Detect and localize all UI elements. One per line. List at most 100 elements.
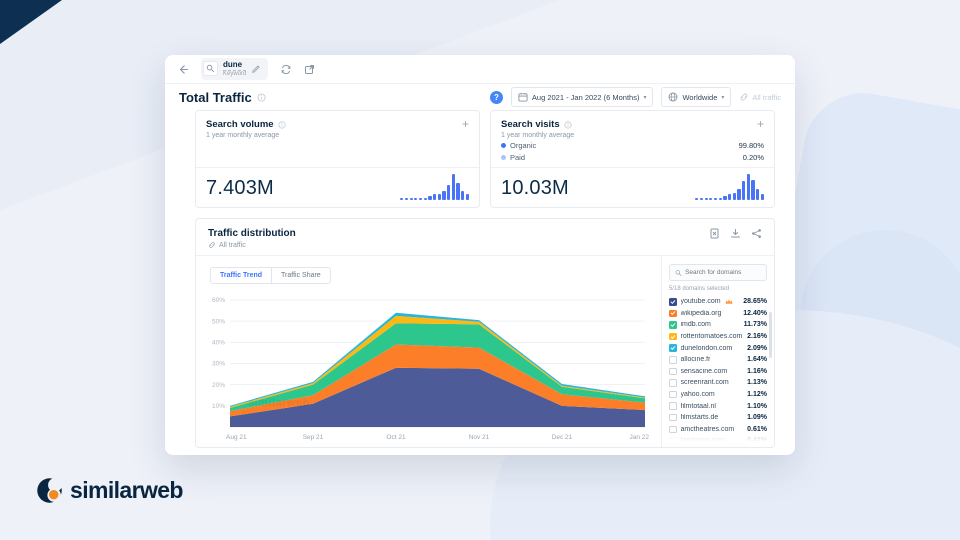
- info-icon: [277, 120, 286, 129]
- domain-name: rottentomatoes.com: [680, 333, 743, 341]
- domain-name: filmstarts.de: [680, 414, 719, 422]
- domain-checkbox[interactable]: [669, 332, 677, 341]
- svg-text:Oct 21: Oct 21: [386, 434, 406, 441]
- similarweb-logo-text: similarweb: [70, 477, 183, 503]
- domain-row[interactable]: fandango.com 0.41%: [669, 435, 767, 442]
- excel-export-icon[interactable]: [709, 228, 720, 239]
- legend-label: Paid: [510, 152, 526, 162]
- export-icon[interactable]: [304, 64, 315, 75]
- domain-share: 0.61%: [747, 425, 767, 433]
- domain-share: 1.10%: [747, 402, 767, 410]
- legend-label: Organic: [510, 140, 537, 150]
- domain-checkbox[interactable]: [669, 321, 677, 329]
- traffic-type-filter[interactable]: All traffic: [739, 92, 781, 102]
- distribution-title: Traffic distribution: [208, 228, 296, 239]
- topbar: dune Keyword: [165, 55, 795, 84]
- legend-row-organic: Organic 99.80%: [501, 139, 764, 151]
- card-title: Search volume: [206, 119, 274, 130]
- domain-name: imdb.com: [680, 321, 711, 329]
- compare-icon[interactable]: [280, 64, 292, 75]
- domain-checkbox[interactable]: [669, 437, 677, 442]
- domain-row[interactable]: rottentomatoes.com 2.16%: [669, 331, 767, 343]
- domain-search[interactable]: [669, 264, 767, 281]
- keyword-type-label: Keyword: [223, 70, 247, 77]
- similarweb-logo: similarweb: [36, 477, 183, 504]
- domain-row[interactable]: screenrant.com 1.13%: [669, 377, 767, 389]
- domain-row[interactable]: allocine.fr 1.64%: [669, 354, 767, 366]
- traffic-filter-label: All traffic: [752, 92, 781, 102]
- legend-value: 0.20%: [742, 152, 764, 162]
- svg-text:Aug 21: Aug 21: [226, 434, 247, 441]
- domain-name: allocine.fr: [680, 356, 711, 364]
- domain-row[interactable]: yahoo.com 1.12%: [669, 389, 767, 401]
- card-subtitle: 1 year monthly average: [501, 132, 575, 139]
- download-icon[interactable]: [730, 228, 741, 239]
- domain-row[interactable]: sensacine.com 1.16%: [669, 366, 767, 378]
- tab-traffic-trend[interactable]: Traffic Trend: [211, 268, 273, 283]
- svg-text:40%: 40%: [212, 340, 225, 347]
- tab-traffic-share[interactable]: Traffic Share: [281, 272, 321, 279]
- domain-row[interactable]: wikipedia.org 12.40%: [669, 308, 767, 320]
- add-metric-button[interactable]: +: [756, 117, 764, 131]
- info-icon: [257, 92, 266, 102]
- chart-area: Traffic Trend Traffic Share 10% 20% 30% 40%…: [196, 256, 661, 447]
- domain-share: 1.16%: [747, 367, 767, 375]
- svg-text:Dec 21: Dec 21: [552, 434, 573, 441]
- domain-row[interactable]: filmtotaal.nl 1.10%: [669, 400, 767, 412]
- domain-checkbox[interactable]: [669, 298, 677, 306]
- svg-text:Nov 21: Nov 21: [469, 434, 490, 441]
- region-select[interactable]: Worldwide ▾: [661, 87, 732, 107]
- keyword-query: dune: [223, 60, 247, 71]
- help-icon[interactable]: ?: [489, 90, 503, 104]
- domain-checkbox[interactable]: [669, 356, 677, 364]
- domain-row[interactable]: amctheatres.com 0.61%: [669, 424, 767, 436]
- back-button[interactable]: [178, 64, 189, 75]
- calendar-icon: [518, 92, 528, 102]
- region-value: Worldwide: [682, 92, 718, 102]
- domain-row[interactable]: imdb.com 11.73%: [669, 319, 767, 331]
- date-range-select[interactable]: Aug 2021 - Jan 2022 (6 Months) ▾: [510, 87, 654, 107]
- domain-share: 28.65%: [743, 298, 767, 306]
- domain-checkbox[interactable]: [669, 379, 677, 387]
- scrollbar[interactable]: [769, 312, 772, 358]
- domain-search-input[interactable]: [685, 269, 761, 276]
- domain-row[interactable]: dunelondon.com 2.09%: [669, 342, 767, 354]
- add-metric-button[interactable]: +: [461, 117, 469, 131]
- domain-checkbox[interactable]: [669, 425, 677, 434]
- share-icon[interactable]: [751, 228, 762, 239]
- domain-checkbox[interactable]: [669, 309, 677, 318]
- domain-share: 2.16%: [747, 333, 767, 341]
- svg-text:30%: 30%: [212, 361, 225, 368]
- legend-row-paid: Paid 0.20%: [501, 151, 764, 163]
- domain-row[interactable]: youtube.com 28.65%: [669, 296, 767, 308]
- link-icon: [209, 242, 215, 248]
- legend-value: 99.80%: [738, 140, 764, 150]
- search-visits-card: Search visits 1 year monthly average + O…: [490, 110, 775, 208]
- domain-row[interactable]: filmstarts.de 1.09%: [669, 412, 767, 424]
- card-subtitle: 1 year monthly average: [206, 132, 280, 139]
- domain-share: 1.12%: [747, 391, 767, 399]
- domain-name: dunelondon.com: [680, 344, 733, 352]
- search-icon: [203, 61, 218, 77]
- kpi-cards-row: Search volume 1 year monthly average + 7…: [195, 110, 775, 208]
- domains-selected-count: 5/18 domains selected: [669, 286, 730, 292]
- search-visits-sparkline: [695, 174, 764, 200]
- svg-text:60%: 60%: [212, 297, 225, 304]
- chevron-down-icon: ▾: [721, 94, 725, 101]
- keyword-chip[interactable]: dune Keyword: [201, 58, 269, 80]
- domain-checkbox[interactable]: [669, 413, 677, 422]
- svg-text:10%: 10%: [212, 403, 225, 410]
- domain-checkbox[interactable]: [669, 402, 677, 410]
- chart-tabs: Traffic Trend Traffic Share: [210, 267, 331, 284]
- domain-checkbox[interactable]: [669, 344, 677, 352]
- domain-name: yahoo.com: [680, 391, 715, 399]
- organic-dot: [501, 142, 506, 148]
- domain-checkbox[interactable]: [669, 367, 677, 376]
- distribution-subtitle: All traffic: [219, 241, 246, 249]
- search-volume-sparkline: [400, 174, 469, 200]
- domain-name: screenrant.com: [680, 379, 729, 387]
- domain-checkbox[interactable]: [669, 390, 677, 399]
- edit-icon[interactable]: [251, 64, 261, 74]
- domain-name: sensacine.com: [680, 367, 728, 375]
- card-title: Search visits: [501, 119, 560, 130]
